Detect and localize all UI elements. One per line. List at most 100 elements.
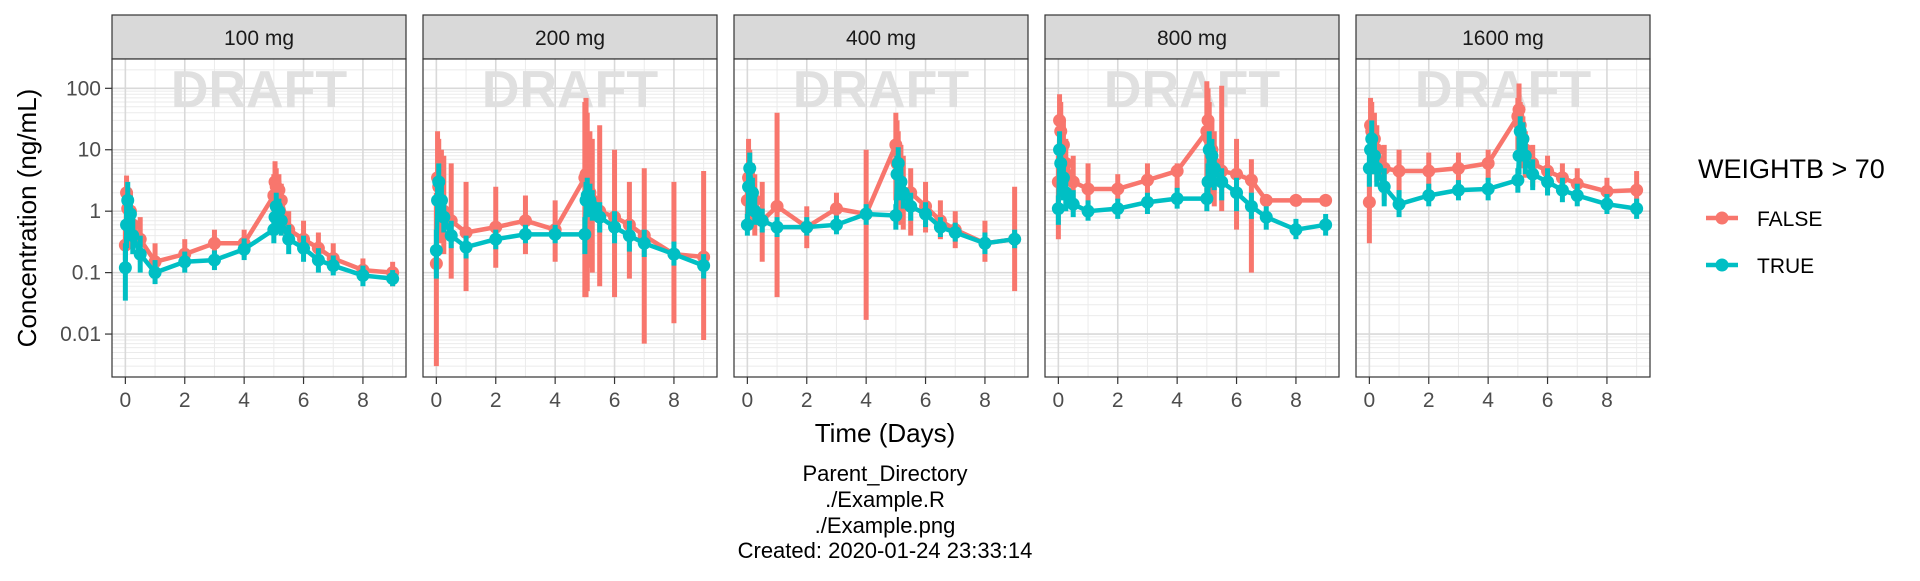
x-tick-label: 0 <box>1053 389 1065 412</box>
data-point <box>489 232 503 246</box>
panel-200-mg: 200 mg DRAFT 0 2 4 6 8 <box>422 14 718 412</box>
x-tick-label: 4 <box>238 389 250 412</box>
x-tick-label: 0 <box>120 389 132 412</box>
facet-strip <box>1355 14 1651 60</box>
data-point <box>1051 202 1065 216</box>
panel-background <box>423 59 717 377</box>
legend: WEIGHTB > 70 FALSE TRUE <box>1698 154 1885 278</box>
data-point <box>1319 193 1333 207</box>
panel-border <box>733 58 1029 378</box>
data-point <box>1630 183 1644 197</box>
data-point <box>1451 161 1465 175</box>
data-point <box>386 272 400 286</box>
data-point <box>133 247 147 261</box>
watermark-text: DRAFT <box>482 61 658 119</box>
data-point <box>518 227 532 241</box>
data-point <box>1111 182 1125 196</box>
data-point <box>118 261 132 275</box>
facet-strip-label: 100 mg <box>224 27 294 50</box>
data-point <box>1066 197 1080 211</box>
data-point <box>770 199 784 213</box>
footer-created-timestamp: Created: 2020-01-24 23:33:14 <box>737 538 1033 563</box>
x-tick-label: 2 <box>1112 389 1124 412</box>
data-point <box>896 186 910 200</box>
data-point <box>548 227 562 241</box>
x-tick-label: 6 <box>920 389 932 412</box>
x-tick-label: 2 <box>179 389 191 412</box>
data-point <box>207 253 221 267</box>
data-point <box>1289 223 1303 237</box>
data-point <box>637 236 651 250</box>
facet-strip <box>733 14 1029 60</box>
data-point <box>120 218 134 232</box>
data-point <box>740 218 754 232</box>
data-point <box>1481 182 1495 196</box>
facet-strip-label: 200 mg <box>535 27 605 50</box>
data-point <box>1201 113 1215 127</box>
data-point <box>891 156 905 170</box>
y-tick-label: 1 <box>89 200 101 223</box>
legend-key-point <box>1715 258 1729 272</box>
data-point <box>274 214 288 228</box>
data-point <box>437 210 451 224</box>
data-point <box>237 242 251 256</box>
data-point <box>859 207 873 221</box>
data-point <box>1111 202 1125 216</box>
data-point <box>126 229 140 243</box>
data-point <box>1630 202 1644 216</box>
x-tick-label: 0 <box>431 389 443 412</box>
y-tick-label: 0.01 <box>60 323 101 346</box>
x-tick-label: 2 <box>1423 389 1435 412</box>
x-tick-label: 6 <box>298 389 310 412</box>
panel-border <box>1044 58 1340 378</box>
data-point <box>608 220 622 234</box>
panel-border <box>111 58 407 378</box>
watermark-text: DRAFT <box>1104 61 1280 119</box>
data-point <box>1230 186 1244 200</box>
data-point <box>1511 173 1525 187</box>
data-point <box>1370 161 1384 175</box>
data-point <box>1481 156 1495 170</box>
data-point <box>1392 197 1406 211</box>
y-tick-label: 10 <box>78 139 101 162</box>
data-point <box>1377 180 1391 194</box>
x-tick-label: 4 <box>1482 389 1494 412</box>
data-point <box>429 243 443 257</box>
data-point <box>1140 195 1154 209</box>
data-point <box>770 220 784 234</box>
x-axis-title: Time (Days) <box>815 418 956 448</box>
x-tick-label: 6 <box>609 389 621 412</box>
data-point <box>829 218 843 232</box>
data-point <box>1289 193 1303 207</box>
data-point <box>1066 175 1080 189</box>
x-tick-label: 8 <box>668 389 680 412</box>
x-tick-label: 6 <box>1231 389 1243 412</box>
data-point <box>743 161 757 175</box>
series-true <box>740 147 1022 255</box>
facet-strip-label: 1600 mg <box>1462 27 1544 50</box>
x-tick-label: 4 <box>549 389 561 412</box>
data-point <box>800 220 814 234</box>
data-point <box>1230 167 1244 181</box>
watermark-text: DRAFT <box>171 61 347 119</box>
data-point <box>1570 189 1584 203</box>
data-point <box>889 209 903 223</box>
data-point <box>1056 171 1070 185</box>
data-point <box>1244 199 1258 213</box>
x-tick-label: 0 <box>742 389 754 412</box>
data-point <box>1215 175 1229 189</box>
data-point <box>1555 183 1569 197</box>
footer-parent-directory: Parent_Directory <box>802 461 968 486</box>
data-point <box>1170 192 1184 206</box>
footer-script-path: ./Example.R <box>825 487 945 512</box>
data-point <box>1081 204 1095 218</box>
data-point <box>1008 232 1022 246</box>
data-point <box>1205 149 1219 163</box>
data-point <box>748 204 762 218</box>
data-point <box>1516 132 1530 146</box>
y-axis-title: Concentration (ng/mL) <box>12 89 42 348</box>
watermark-text: DRAFT <box>1415 61 1591 119</box>
panel-border <box>422 58 718 378</box>
data-point <box>1392 164 1406 178</box>
